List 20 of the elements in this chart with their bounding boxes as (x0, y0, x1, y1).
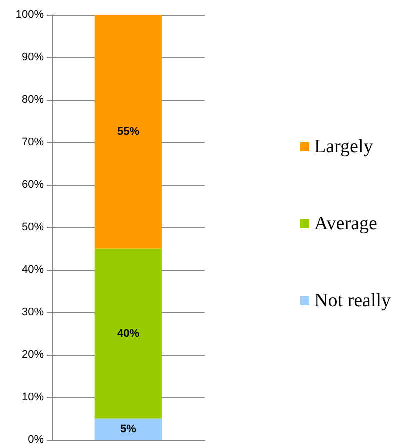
y-tick-label: 90% (22, 52, 44, 64)
y-tick-label: 60% (22, 179, 44, 191)
y-tick-label: 20% (22, 349, 44, 361)
data-label: 55% (117, 126, 140, 138)
legend-label: Average (314, 214, 378, 234)
y-tick-label: 100% (16, 9, 44, 21)
y-tick-label: 70% (22, 136, 44, 148)
bar (94, 248, 162, 419)
legend-label: Largely (314, 136, 374, 158)
y-tick-label: 30% (22, 306, 44, 318)
y-tick-label: 10% (22, 392, 44, 404)
data-label: 5% (120, 423, 137, 436)
y-tick-label: 80% (22, 94, 44, 106)
legend-label: Not really (314, 290, 392, 312)
data-label: 40% (117, 328, 140, 340)
y-tick-label: 0% (28, 434, 44, 446)
bar (94, 418, 162, 440)
y-tick-label: 50% (22, 222, 44, 234)
bar (94, 15, 162, 249)
y-tick-label: 40% (22, 264, 44, 276)
